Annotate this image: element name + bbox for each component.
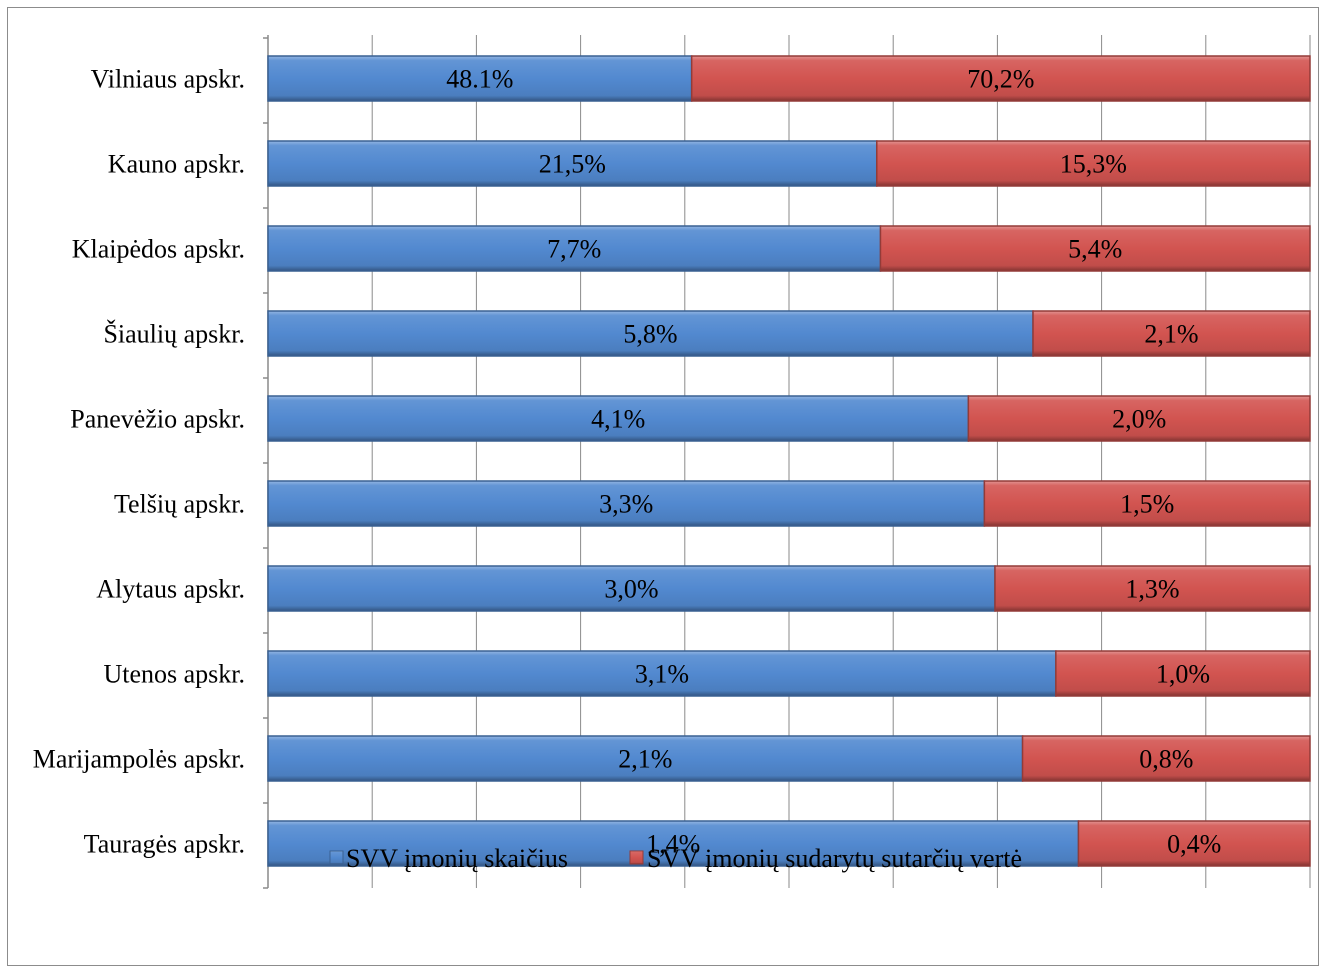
data-label-contract-value-9: 0,4%	[1167, 830, 1221, 859]
bar-company-count-1	[267, 140, 878, 187]
category-label-8: Marijampolės apskr.	[33, 745, 245, 774]
data-label-company-count-6: 3,0%	[604, 575, 658, 604]
bar-contract-value-1	[876, 140, 1311, 187]
category-label-1: Kauno apskr.	[108, 150, 245, 179]
bar-contract-value-0	[690, 55, 1311, 102]
data-label-company-count-7: 3,1%	[635, 660, 689, 689]
legend-swatch-contract-value	[629, 850, 644, 865]
bar-contract-value-3	[1032, 310, 1311, 357]
category-label-4: Panevėžio apskr.	[70, 405, 245, 434]
bar-company-count-5	[267, 480, 986, 527]
category-label-9: Tauragės apskr.	[84, 830, 245, 859]
legend-item-company-count: SVV įmonių skaičius	[329, 844, 568, 873]
data-label-company-count-0: 48.1%	[446, 65, 513, 94]
data-label-company-count-4: 4,1%	[591, 405, 645, 434]
bar-company-count-2	[267, 225, 882, 272]
bar-company-count-6	[267, 565, 996, 612]
bar-company-count-7	[267, 650, 1057, 697]
data-label-contract-value-4: 2,0%	[1112, 405, 1166, 434]
legend-item-contract-value: SVV įmonių sudarytų sutarčių vertė	[629, 844, 1022, 873]
bar-contract-value-5	[983, 480, 1311, 527]
category-label-2: Klaipėdos apskr.	[72, 235, 245, 264]
legend-swatch-company-count	[329, 850, 344, 865]
legend-label-company-count: SVV įmonių skaičius	[346, 844, 568, 873]
data-label-company-count-5: 3,3%	[599, 490, 653, 519]
category-label-3: Šiaulių apskr.	[103, 320, 245, 349]
bars	[267, 55, 1311, 867]
bar-company-count-3	[267, 310, 1034, 357]
category-labels: Vilniaus apskr. Kauno apskr. Klaipėdos aps…	[33, 65, 245, 859]
bar-contract-value-7	[1055, 650, 1311, 697]
legend-label-contract-value: SVV įmonių sudarytų sutarčių vertė	[647, 844, 1022, 873]
category-label-7: Utenos apskr.	[103, 660, 245, 689]
data-label-contract-value-5: 1,5%	[1120, 490, 1174, 519]
data-labels: 48.1% 70,2% 21,5% 15,3% 7,7% 5,4% 5,8% 2,1% 4,1%…	[446, 65, 1221, 859]
data-label-contract-value-1: 15,3%	[1060, 150, 1127, 179]
bar-company-count-9	[267, 820, 1080, 867]
bar-contract-value-9	[1077, 820, 1311, 867]
data-label-company-count-3: 5,8%	[623, 320, 677, 349]
data-label-contract-value-0: 70,2%	[967, 65, 1034, 94]
category-label-5: Telšių apskr.	[114, 490, 245, 519]
data-label-company-count-2: 7,7%	[547, 235, 601, 264]
bar-company-count-8	[267, 735, 1024, 782]
data-label-company-count-8: 2,1%	[618, 745, 672, 774]
data-label-company-count-1: 21,5%	[539, 150, 606, 179]
data-label-company-count-9: 1,4%	[646, 830, 700, 859]
bar-company-count-0	[267, 55, 693, 102]
data-label-contract-value-3: 2,1%	[1144, 320, 1198, 349]
data-label-contract-value-7: 1,0%	[1156, 660, 1210, 689]
data-label-contract-value-8: 0,8%	[1139, 745, 1193, 774]
bar-contract-value-2	[879, 225, 1311, 272]
bar-contract-value-4	[967, 395, 1311, 442]
data-label-contract-value-6: 1,3%	[1125, 575, 1179, 604]
data-label-contract-value-2: 5,4%	[1068, 235, 1122, 264]
category-label-0: Vilniaus apskr.	[91, 65, 245, 94]
bar-contract-value-8	[1021, 735, 1311, 782]
bar-contract-value-6	[994, 565, 1311, 612]
category-label-6: Alytaus apskr.	[96, 575, 245, 604]
bar-company-count-4	[267, 395, 970, 442]
legend: SVV įmonių skaičius SVV įmonių sudarytų …	[329, 844, 1022, 873]
